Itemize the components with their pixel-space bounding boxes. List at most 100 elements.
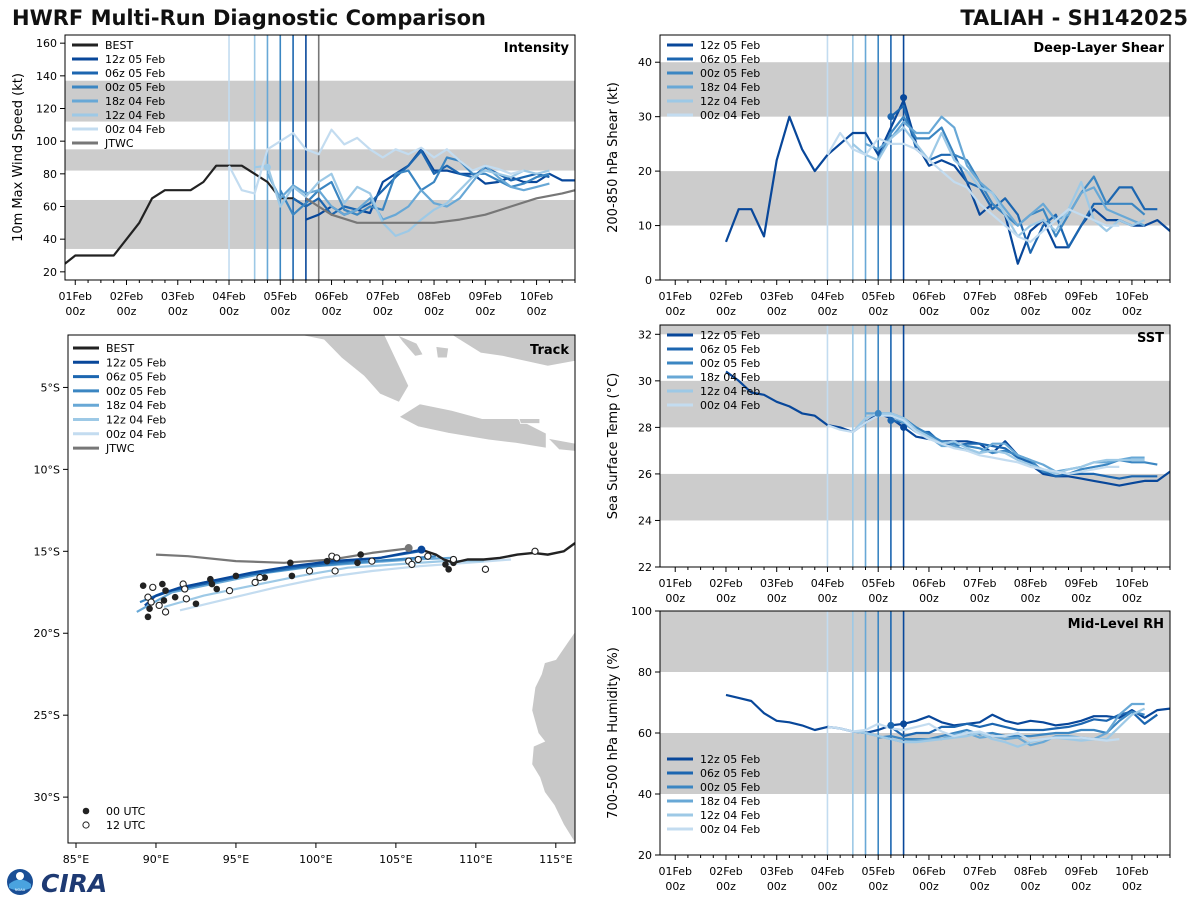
shear-xtick-label-date: 02Feb <box>709 290 742 303</box>
shear-xtick-label-date: 04Feb <box>811 290 844 303</box>
legend-00utc-label: 00 UTC <box>106 805 146 818</box>
track-point-00utc <box>162 587 169 594</box>
shear-ytick-label: 20 <box>638 165 652 178</box>
track-point-00utc <box>192 600 200 608</box>
shear-xtick-label-hour: 00z <box>665 305 685 318</box>
sst-xtick-label-date: 01Feb <box>658 577 691 590</box>
rh-xtick-label-date: 04Feb <box>811 865 844 878</box>
intensity-xtick-label-date: 09Feb <box>469 290 502 303</box>
track-xtick-label: 115°E <box>539 853 572 866</box>
sst-xtick-label-date: 07Feb <box>963 577 996 590</box>
shear-xtick-label-hour: 00z <box>1021 305 1041 318</box>
track-xtick-label: 105°E <box>379 853 412 866</box>
track-point-12utc <box>181 585 189 593</box>
intensity-xtick-label-hour: 00z <box>270 305 290 318</box>
track-frame <box>67 334 576 844</box>
intensity-legend-label: 18z 04 Feb <box>105 95 165 108</box>
sst-legend-label: 06z 05 Feb <box>700 343 760 356</box>
intensity-series-line <box>65 164 307 265</box>
shear-legend-label: 18z 04 Feb <box>700 81 760 94</box>
rh-xtick-label-date: 08Feb <box>1014 865 1047 878</box>
track-point-00utc <box>357 551 364 558</box>
track-legend-label: 06z 05 Feb <box>106 371 166 384</box>
intensity-legend-label: JTWC <box>104 137 134 150</box>
best-track-line <box>421 542 575 565</box>
intensity-ytick-label: 120 <box>36 103 57 116</box>
intensity-xtick-label-date: 05Feb <box>264 290 297 303</box>
track-legend-label: 12z 04 Feb <box>106 414 166 427</box>
shear-panel-title: Deep-Layer Shear <box>1033 41 1164 56</box>
sst-plot-area <box>660 325 1170 567</box>
legend-12utc-label: 12 UTC <box>106 819 146 832</box>
track-point-00utc <box>288 572 296 580</box>
shear-xtick-label-hour: 00z <box>767 305 787 318</box>
land-australia <box>531 630 575 843</box>
rh-xtick-label-hour: 00z <box>716 880 736 893</box>
shear-init-marker <box>887 113 895 121</box>
rh-init-marker <box>900 720 908 728</box>
sst-shade-band <box>660 380 1170 428</box>
track-point-12utc <box>368 557 376 565</box>
track-point-00utc <box>159 580 166 588</box>
track-point-12utc <box>225 586 234 595</box>
sst-ylabel: Sea Surface Temp (°C) <box>606 373 621 520</box>
sst-legend-label: 12z 05 Feb <box>700 329 760 342</box>
sst-legend-label: 18z 04 Feb <box>700 371 760 384</box>
land-sumatra <box>239 335 410 403</box>
cira-logo-text: CIRA <box>41 869 107 896</box>
rh-legend-label: 12z 05 Feb <box>700 753 760 766</box>
shear-legend-label: 06z 05 Feb <box>700 53 760 66</box>
sst-legend-label: 00z 04 Feb <box>700 399 760 412</box>
deep-layer-shear-chart: 0 10 20 30 40 200-850 hPa Shear (kt) 01Feb 00z 0… <box>606 34 1171 318</box>
figure-title: HWRF Multi-Run Diagnostic Comparison <box>12 6 487 30</box>
rh-series-line <box>725 693 1170 735</box>
rh-ytick-label: 100 <box>631 605 652 618</box>
track-point-00utc <box>171 593 179 601</box>
intensity-xtick-label-date: 04Feb <box>212 290 245 303</box>
rh-xtick-label-date: 06Feb <box>912 865 945 878</box>
rh-ytick-label: 60 <box>638 727 652 740</box>
intensity-xtick-label-date: 03Feb <box>161 290 194 303</box>
rh-xtick-label-hour: 00z <box>1021 880 1041 893</box>
shear-frame <box>659 34 1171 281</box>
track-point-00utc <box>323 557 331 565</box>
intensity-ytick-label: 100 <box>36 135 57 148</box>
track-legend-label: 12z 05 Feb <box>106 356 166 369</box>
sst-legend-label: 12z 04 Feb <box>700 385 760 398</box>
track-legend-label: 18z 04 Feb <box>106 399 166 412</box>
sst-frame <box>659 324 1171 568</box>
track-point-00utc <box>445 566 452 573</box>
rh-plot-area <box>660 611 1170 855</box>
sst-shade-band <box>660 325 1170 335</box>
rh-xtick-label-hour: 00z <box>767 880 787 893</box>
sst-init-marker <box>887 416 895 424</box>
shear-series-line <box>724 99 1170 265</box>
rh-xtick-label-hour: 00z <box>665 880 685 893</box>
intensity-ytick-label: 20 <box>43 266 57 279</box>
intensity-xtick-label-date: 02Feb <box>110 290 143 303</box>
intensity-panel-title: Intensity <box>504 41 570 56</box>
shear-xtick-label-date: 05Feb <box>861 290 894 303</box>
intensity-xtick-label-date: 07Feb <box>366 290 399 303</box>
rh-xtick-label-hour: 00z <box>818 880 838 893</box>
shear-xtick-label-date: 01Feb <box>658 290 691 303</box>
rh-xtick-label-hour: 00z <box>1122 880 1142 893</box>
track-legend-label: JTWC <box>105 442 135 455</box>
track-point-12utc <box>481 565 490 573</box>
sst-xtick-label-date: 08Feb <box>1014 577 1047 590</box>
shear-ytick-label: 40 <box>638 56 652 69</box>
shear-ytick-label: 30 <box>638 111 652 124</box>
sst-xtick-label-hour: 00z <box>868 592 888 605</box>
land-belitung <box>435 346 450 359</box>
track-ytick-label: 15°S <box>34 545 60 558</box>
track-ytick-label: 10°S <box>34 463 60 476</box>
intensity-xtick-label-hour: 00z <box>65 305 85 318</box>
track-ytick-label: 5°S <box>41 381 60 394</box>
rh-init-marker <box>887 721 895 729</box>
intensity-xtick-label-hour: 00z <box>424 305 444 318</box>
shear-init-marker <box>900 94 908 102</box>
shear-series-line <box>877 115 1146 238</box>
intensity-xtick-label-hour: 00z <box>219 305 239 318</box>
shear-xtick-label-date: 10Feb <box>1115 290 1148 303</box>
sst-ytick-label: 22 <box>638 561 652 574</box>
